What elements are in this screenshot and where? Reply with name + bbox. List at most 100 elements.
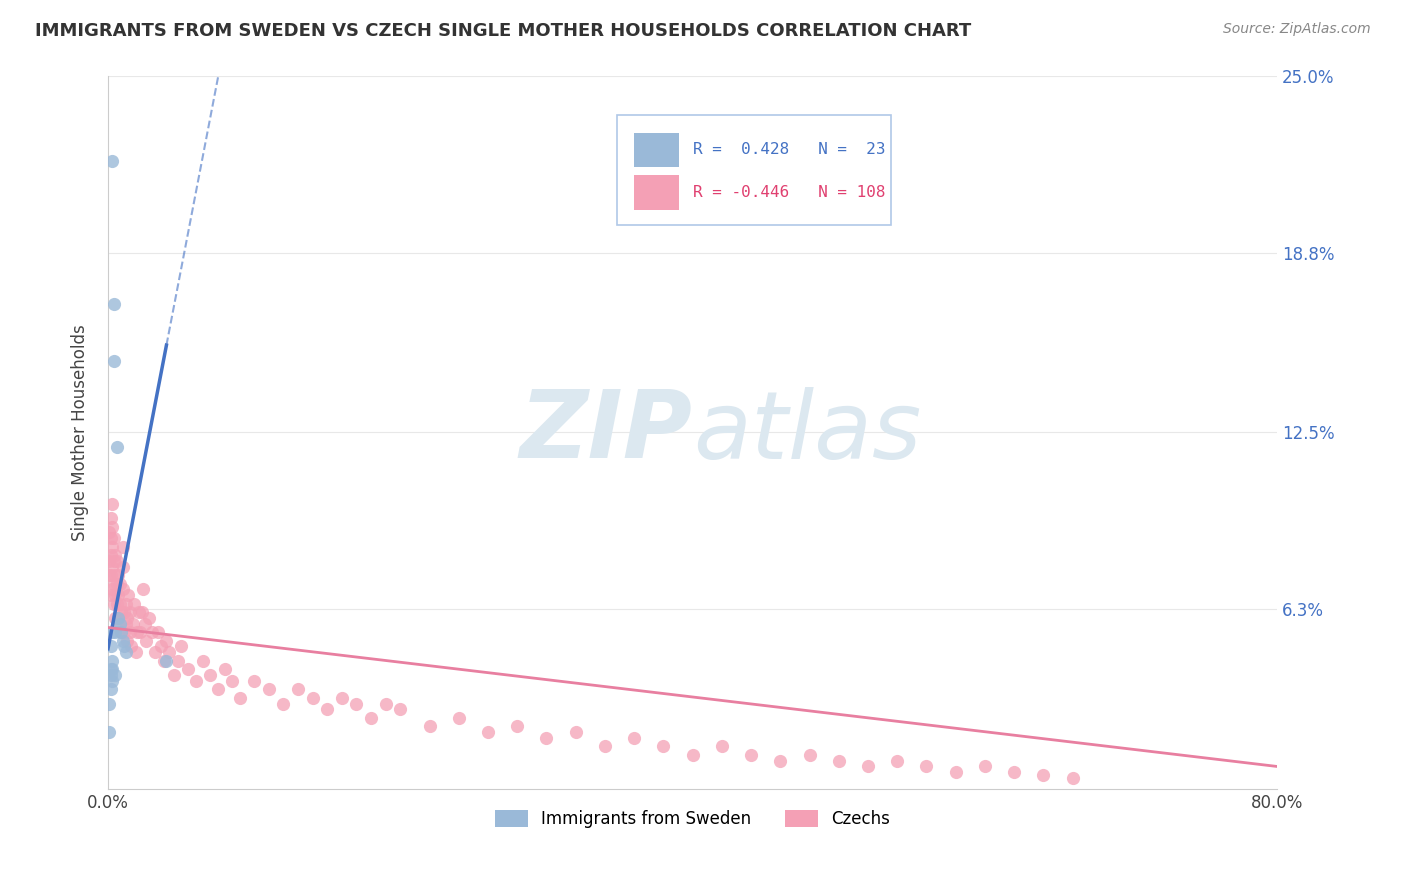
Point [138,611,160,625]
Point [118,605,141,619]
Point [143,645,166,659]
Point [111,559,134,574]
Point [243,673,266,688]
Point [129,625,152,640]
Point [120,640,142,654]
Point [682,747,704,762]
Y-axis label: Single Mother Households: Single Mother Households [72,324,89,541]
Point [207,682,229,697]
Text: R = -0.446   N = 108: R = -0.446 N = 108 [693,185,886,200]
Point [98,568,121,582]
Point [103,531,125,545]
Point [828,754,851,768]
Point [112,605,135,619]
Point [103,554,125,568]
Point [100,668,122,682]
Point [101,154,124,169]
Point [101,559,124,574]
Point [228,690,250,705]
Point [769,754,792,768]
Point [945,765,967,780]
Point [200,668,222,682]
Point [100,588,122,602]
Point [141,625,163,640]
Point [118,625,141,640]
Point [110,605,132,619]
Point [101,625,124,640]
Point [101,673,124,688]
Point [128,605,150,619]
Point [155,633,177,648]
Text: IMMIGRANTS FROM SWEDEN VS CZECH SINGLE MOTHER HOUSEHOLDS CORRELATION CHART: IMMIGRANTS FROM SWEDEN VS CZECH SINGLE M… [35,22,972,40]
Point [157,645,180,659]
Point [112,625,135,640]
Point [108,597,131,611]
Point [623,731,645,745]
Point [98,525,121,540]
Point [191,654,214,668]
Point [108,616,131,631]
Point [127,625,149,640]
Point [177,662,200,676]
Point [107,611,129,625]
Point [115,633,138,648]
Point [593,739,616,754]
Point [447,711,470,725]
Point [856,759,879,773]
Point [107,588,129,602]
Point [104,668,127,682]
Point [710,739,733,754]
Point [1032,768,1054,782]
Point [103,597,125,611]
Point [799,747,821,762]
Point [360,711,382,725]
Point [101,519,124,533]
Point [419,719,441,733]
Point [536,731,558,745]
Point [1002,765,1025,780]
Point [221,673,243,688]
Point [104,568,127,582]
Point [104,611,127,625]
Text: Source: ZipAtlas.com: Source: ZipAtlas.com [1223,22,1371,37]
Point [101,497,124,511]
Point [110,625,132,640]
Point [108,576,131,591]
Bar [634,176,679,210]
Text: ZIP: ZIP [520,386,693,478]
Point [115,611,138,625]
Point [100,662,122,676]
Point [167,654,190,668]
Point [257,682,280,697]
Point [346,697,368,711]
Legend: Immigrants from Sweden, Czechs: Immigrants from Sweden, Czechs [488,803,897,834]
Point [974,759,997,773]
Point [100,548,122,562]
Point [105,554,128,568]
Point [124,597,146,611]
Point [104,588,127,602]
Point [135,633,157,648]
Point [100,682,122,697]
Point [477,725,499,739]
Point [105,597,128,611]
Point [117,588,139,602]
Point [107,611,129,625]
Point [100,640,122,654]
Text: R =  0.428   N =  23: R = 0.428 N = 23 [693,142,886,157]
Point [101,654,124,668]
Point [652,739,675,754]
Point [121,616,143,631]
Bar [634,133,679,167]
Point [107,568,129,582]
Point [374,697,396,711]
Point [112,640,135,654]
Point [149,640,172,654]
FancyBboxPatch shape [617,115,891,226]
Point [389,702,412,716]
Point [108,616,131,631]
Point [98,697,121,711]
Point [105,440,128,454]
Point [1062,771,1084,785]
Point [886,754,908,768]
